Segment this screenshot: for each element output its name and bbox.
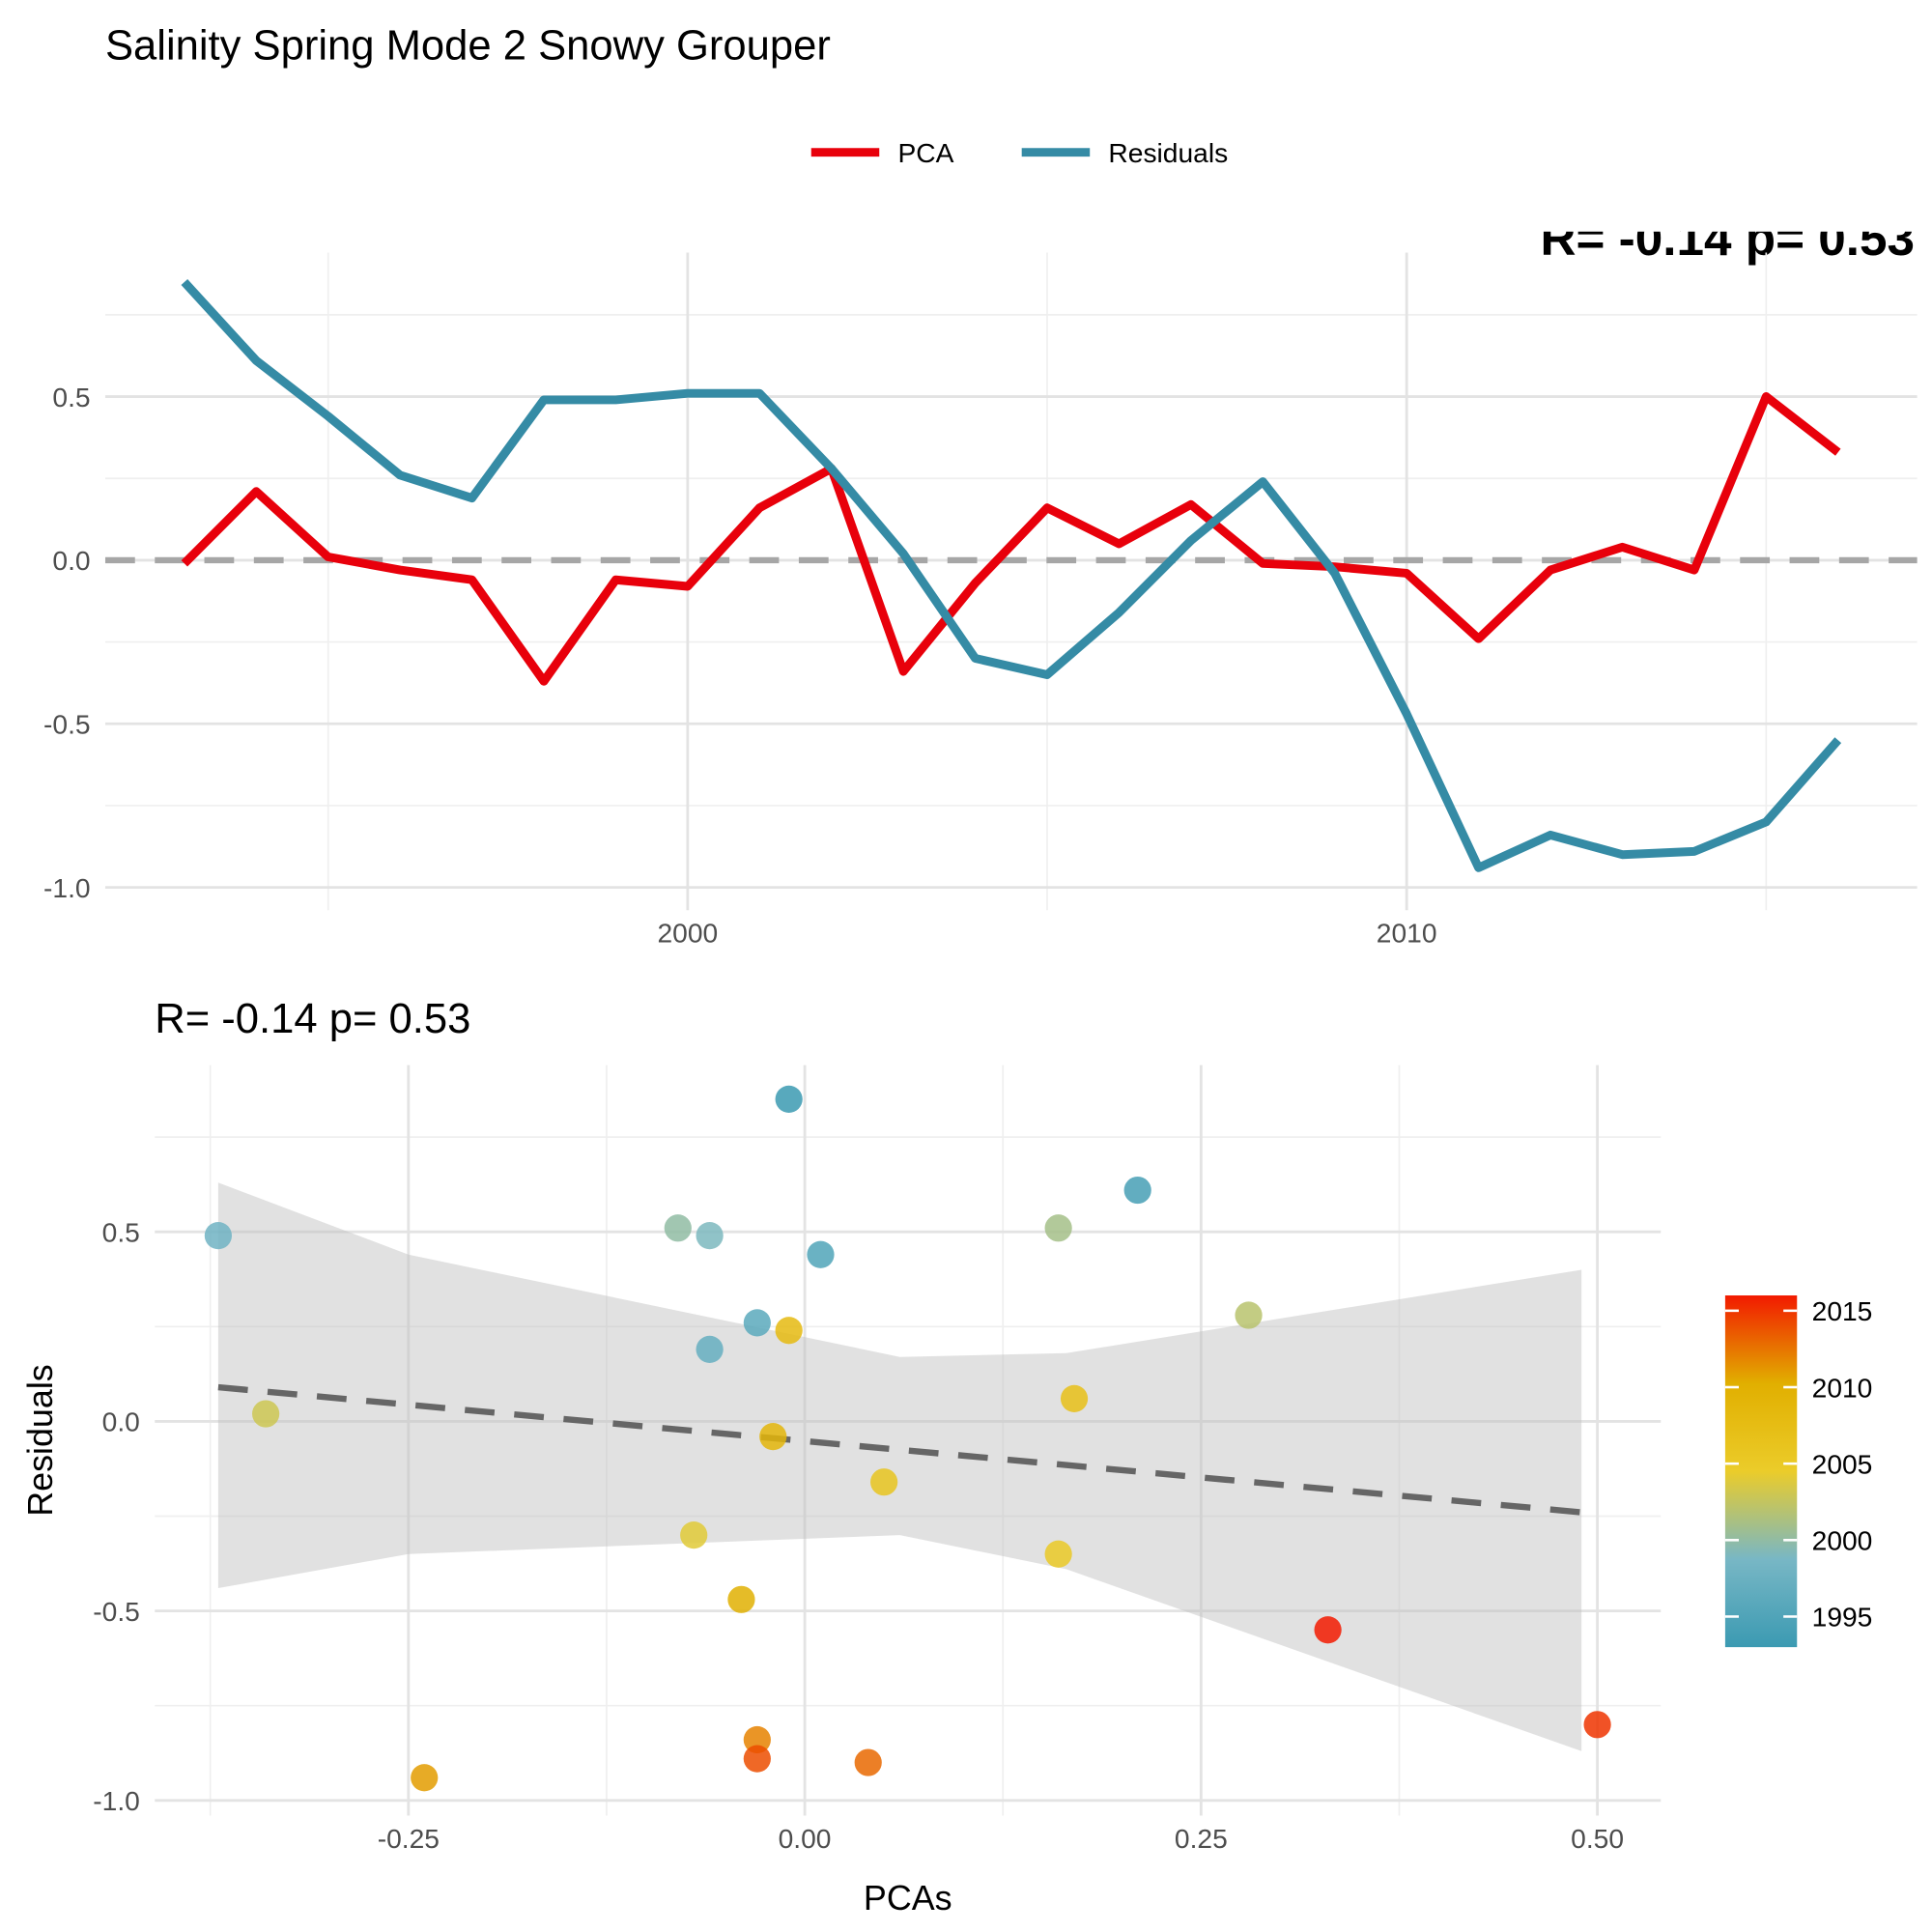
point bbox=[1060, 1384, 1089, 1412]
point bbox=[252, 1400, 280, 1428]
point bbox=[1044, 1540, 1072, 1568]
point bbox=[743, 1725, 771, 1754]
point bbox=[1235, 1301, 1263, 1329]
point bbox=[411, 1764, 439, 1792]
x-tick-label: 2000 bbox=[657, 918, 718, 949]
x-tick-label: 0.25 bbox=[1175, 1823, 1228, 1854]
subtitle: R= -0.14 p= 0.53 bbox=[155, 996, 470, 1042]
y-tick-label: -1.0 bbox=[43, 872, 91, 903]
y-tick-label: 0.0 bbox=[102, 1406, 140, 1437]
colorbar-label: 2015 bbox=[1812, 1295, 1873, 1326]
point bbox=[743, 1745, 771, 1773]
y-tick-label: 0.0 bbox=[52, 545, 90, 576]
colorbar bbox=[1724, 1295, 1798, 1648]
y-tick-label: 0.5 bbox=[52, 382, 90, 412]
line-series bbox=[181, 392, 1841, 686]
point bbox=[1314, 1616, 1342, 1644]
point bbox=[696, 1222, 724, 1250]
point bbox=[664, 1214, 692, 1242]
chart-title: Salinity Spring Mode 2 Snowy Grouper bbox=[105, 23, 831, 70]
y-tick-label: -0.5 bbox=[93, 1596, 140, 1627]
x-tick-label: -0.25 bbox=[378, 1823, 440, 1854]
x-axis-title: PCAs bbox=[864, 1879, 952, 1918]
point bbox=[854, 1748, 882, 1776]
trend-line bbox=[217, 1383, 1582, 1516]
legend-label: Residuals bbox=[1108, 137, 1228, 168]
point bbox=[807, 1240, 835, 1268]
x-tick-label: 0.00 bbox=[779, 1823, 832, 1854]
x-tick-label: 2010 bbox=[1377, 918, 1437, 949]
y-tick-label: -0.5 bbox=[43, 709, 91, 740]
y-axis-title: Residuals bbox=[21, 1364, 60, 1517]
y-tick-label: -1.0 bbox=[93, 1785, 140, 1816]
x-tick-label: 0.50 bbox=[1571, 1823, 1624, 1854]
colorbar-label: 1995 bbox=[1812, 1602, 1873, 1633]
legend-label: PCA bbox=[897, 137, 953, 168]
point bbox=[775, 1085, 803, 1113]
point bbox=[743, 1309, 771, 1337]
y-tick-label: 0.5 bbox=[102, 1216, 140, 1247]
colorbar-label: 2005 bbox=[1812, 1448, 1873, 1479]
point bbox=[775, 1317, 803, 1345]
point bbox=[870, 1468, 898, 1496]
point bbox=[759, 1422, 787, 1451]
colorbar-label: 2010 bbox=[1812, 1372, 1873, 1403]
point bbox=[1123, 1176, 1151, 1205]
point bbox=[204, 1222, 232, 1250]
point bbox=[680, 1521, 708, 1549]
point bbox=[1044, 1214, 1072, 1242]
line-series bbox=[181, 278, 1842, 872]
point bbox=[727, 1585, 755, 1613]
point bbox=[1583, 1711, 1611, 1739]
point bbox=[696, 1335, 724, 1363]
colorbar-label: 2000 bbox=[1812, 1525, 1873, 1556]
confidence-band bbox=[217, 1182, 1582, 1751]
annotation: R= -0.14 p= 0.53 bbox=[1540, 211, 1915, 266]
